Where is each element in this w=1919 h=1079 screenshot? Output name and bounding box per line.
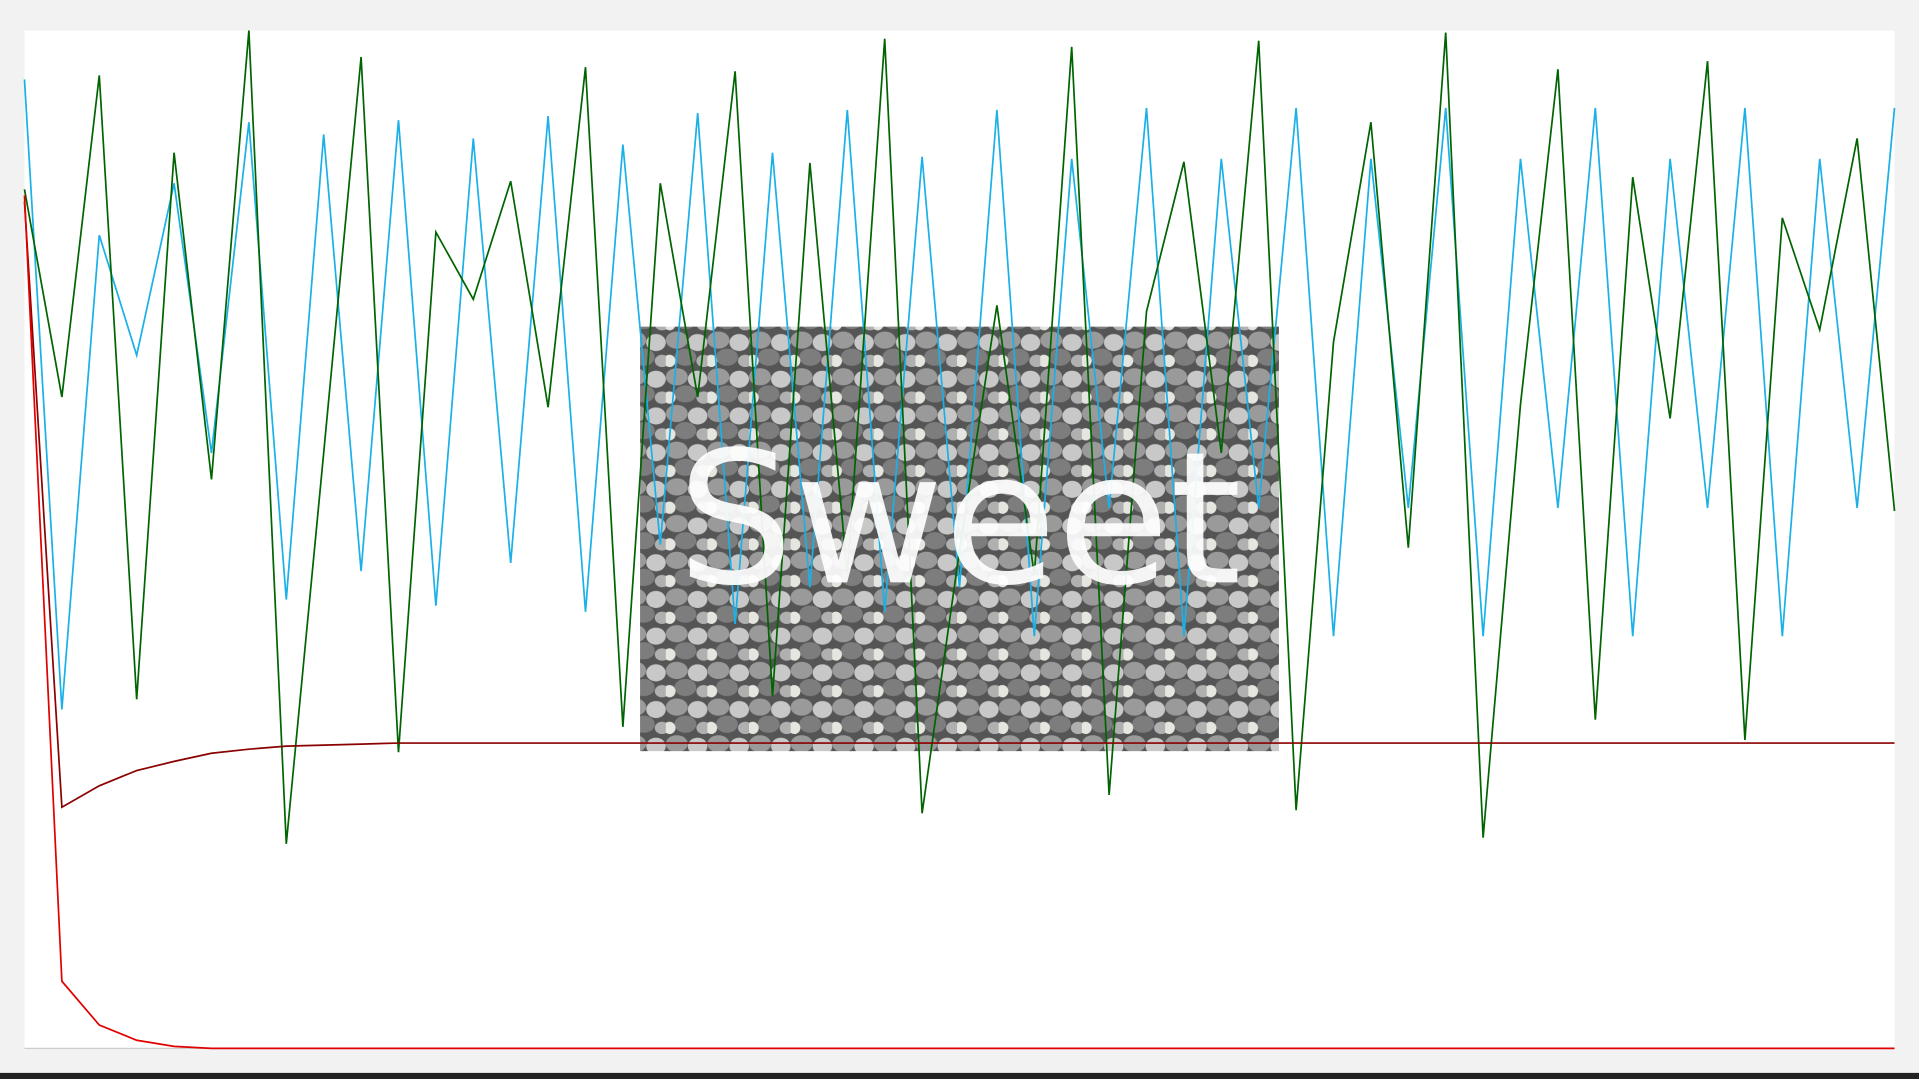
series-line bbox=[23, 195, 1895, 1050]
candy-image bbox=[640, 326, 1279, 752]
lines bbox=[23, 30, 1896, 1050]
series-line bbox=[23, 30, 1896, 844]
series-line bbox=[23, 79, 1896, 710]
annotation: Sweet bbox=[677, 413, 1242, 626]
series-line bbox=[23, 201, 1895, 809]
bottom-bar bbox=[0, 1072, 1919, 1079]
